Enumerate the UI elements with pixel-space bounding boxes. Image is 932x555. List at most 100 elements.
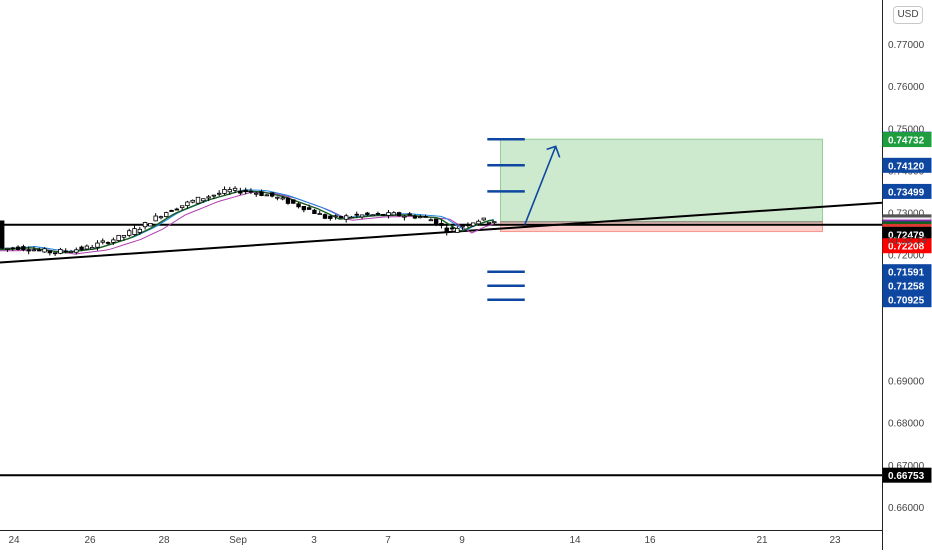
candle-body bbox=[21, 246, 26, 251]
currency-button[interactable]: USD bbox=[893, 6, 923, 24]
candle-body bbox=[439, 222, 444, 226]
y-tick-label-4: 0.73000 bbox=[888, 208, 925, 219]
candle-body bbox=[275, 196, 280, 199]
candle-body bbox=[396, 212, 402, 217]
candle-body bbox=[153, 215, 158, 222]
x-tick-label-2: 28 bbox=[158, 535, 170, 546]
price-tag-15: 0.66753 bbox=[888, 471, 925, 482]
x-tick-label-3: Sep bbox=[229, 535, 247, 546]
y-tick-label-0: 0.77000 bbox=[888, 40, 925, 51]
price-tag-bg-1 bbox=[882, 132, 932, 148]
candle-body bbox=[343, 215, 349, 220]
candle-body bbox=[254, 192, 259, 195]
trendline bbox=[0, 201, 883, 264]
projection-arrow-head bbox=[546, 145, 561, 158]
candle-body bbox=[84, 245, 90, 250]
candle-body bbox=[142, 222, 148, 228]
candle-body bbox=[370, 214, 375, 217]
candle-body bbox=[15, 246, 21, 250]
candle-body bbox=[31, 249, 37, 252]
candle-body bbox=[418, 216, 423, 219]
y-tick-label-9: 0.66000 bbox=[888, 503, 925, 514]
price-tag-bg-2 bbox=[882, 157, 932, 173]
candle-body bbox=[95, 242, 100, 248]
x-tick-label-0: 24 bbox=[8, 535, 20, 546]
candle-body bbox=[301, 205, 307, 211]
price-tag-1: 0.74732 bbox=[888, 136, 925, 147]
candle-body bbox=[365, 212, 370, 216]
candle-body bbox=[486, 221, 492, 224]
candle-body bbox=[433, 218, 439, 226]
price-tag-2: 0.74120 bbox=[888, 161, 925, 172]
candle-body bbox=[132, 228, 137, 235]
candle-body bbox=[407, 213, 412, 216]
candle-body bbox=[481, 217, 486, 221]
x-tick-label-10: 23 bbox=[829, 535, 841, 546]
candle-body bbox=[354, 213, 359, 216]
candle-body bbox=[137, 228, 142, 233]
candle-body bbox=[26, 249, 31, 252]
x-tick-label-5: 7 bbox=[385, 535, 391, 546]
candle-body bbox=[68, 251, 74, 253]
candle-body bbox=[333, 215, 338, 218]
profit-zone bbox=[500, 138, 823, 223]
candle-body bbox=[105, 242, 111, 244]
candle-body bbox=[280, 197, 285, 200]
y-tick-label-8: 0.67000 bbox=[888, 461, 925, 472]
candle-body bbox=[10, 247, 15, 250]
moving-average-0 bbox=[0, 191, 495, 255]
candle-body bbox=[248, 190, 254, 193]
x-tick-label-8: 16 bbox=[644, 535, 656, 546]
price-tag-13: 0.71258 bbox=[888, 282, 925, 293]
moving-average-1 bbox=[0, 189, 495, 252]
candle-body bbox=[238, 190, 243, 194]
candle-body bbox=[216, 192, 222, 195]
projection-arrow bbox=[524, 146, 557, 225]
candle-body bbox=[349, 216, 354, 219]
candle-body bbox=[158, 216, 164, 219]
y-tick-label-6: 0.69000 bbox=[888, 377, 925, 388]
candle-body bbox=[359, 214, 365, 218]
candle-body bbox=[243, 189, 248, 193]
candle-body bbox=[291, 199, 296, 204]
candle-body bbox=[47, 250, 53, 254]
candle-body bbox=[317, 213, 322, 215]
candle-body bbox=[386, 212, 391, 216]
moving-average-2 bbox=[0, 190, 494, 254]
candle-body bbox=[264, 194, 270, 197]
y-tick-label-2: 0.75000 bbox=[888, 124, 925, 135]
candle-body bbox=[201, 198, 206, 202]
price-tag-bg-15 bbox=[882, 467, 932, 483]
candle-countdown: 01:32:19 bbox=[888, 236, 927, 247]
x-tick-label-9: 21 bbox=[756, 535, 768, 546]
price-tag-11: 0.72208 bbox=[888, 242, 925, 253]
candle-body bbox=[232, 187, 238, 191]
loss-zone bbox=[500, 221, 823, 233]
candle-body bbox=[381, 213, 386, 216]
candle-body bbox=[190, 199, 195, 203]
candle-body bbox=[476, 220, 481, 225]
candle-body bbox=[227, 189, 232, 193]
candle-body bbox=[89, 247, 95, 250]
price-tag-14: 0.70925 bbox=[888, 296, 925, 307]
candle-body bbox=[470, 222, 476, 227]
candle-body bbox=[423, 216, 428, 218]
candle-body bbox=[428, 219, 434, 222]
candle-body bbox=[455, 227, 460, 233]
candle-body bbox=[328, 215, 333, 219]
x-tick-label-1: 26 bbox=[84, 535, 96, 546]
x-tick-label-4: 3 bbox=[311, 535, 317, 546]
candle-body bbox=[63, 250, 68, 253]
x-tick-label-7: 14 bbox=[569, 535, 581, 546]
candle-body bbox=[322, 214, 328, 219]
candle-body bbox=[58, 249, 63, 254]
candle-body bbox=[174, 208, 180, 211]
candle-body bbox=[100, 240, 105, 243]
candle-body bbox=[296, 203, 301, 208]
candle-body bbox=[127, 230, 132, 236]
candle-body bbox=[169, 209, 174, 212]
candle-body bbox=[116, 234, 121, 241]
price-tag-12: 0.71591 bbox=[888, 268, 925, 279]
